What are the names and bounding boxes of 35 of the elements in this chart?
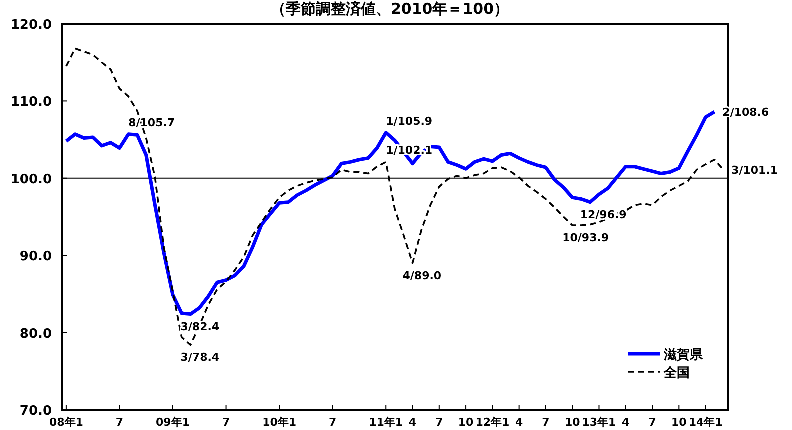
y-tick-label: 80.0 (20, 326, 52, 342)
x-tick-label: 11年1 (369, 416, 404, 429)
x-tick-label: 14年1 (688, 416, 723, 429)
annotation: 1/105.9 (386, 114, 433, 128)
annotation: 10/93.9 (562, 232, 610, 244)
x-tick-label: 4 (622, 416, 630, 429)
x-tick-label: 7 (542, 416, 550, 429)
annotation: 3/101.1 (732, 164, 778, 177)
x-tick-label: 09年1 (156, 416, 190, 429)
x-tick-label: 10 (672, 416, 688, 429)
y-tick-label: 120.0 (10, 18, 52, 33)
legend-label: 滋賀県 (663, 348, 704, 363)
annotation: 3/82.4 (180, 320, 220, 334)
y-tick-label: 110.0 (10, 95, 52, 110)
annotation: 8/105.7 (128, 116, 176, 130)
x-tick-label: 10 (564, 416, 581, 429)
x-tick-label: 08年1 (49, 416, 84, 429)
x-tick-label: 7 (222, 416, 230, 429)
x-tick-label: 7 (436, 416, 444, 429)
x-tick-label: 4 (515, 416, 524, 429)
x-tick-label: 4 (408, 416, 417, 429)
annotation: 3/78.4 (180, 351, 220, 364)
y-tick-label: 70.0 (20, 404, 52, 419)
x-tick-label: 7 (648, 416, 656, 429)
x-tick-label: 10年1 (262, 416, 297, 429)
x-tick-label: 13年1 (582, 416, 616, 429)
y-tick-label: 90.0 (20, 250, 52, 265)
title: （季節調整済値、2010年＝100） (270, 0, 510, 18)
legend-label: 全国 (663, 366, 690, 381)
y-tick-label: 100.0 (10, 172, 52, 188)
x-tick-label: 7 (329, 416, 337, 429)
x-tick-label: 7 (116, 416, 124, 429)
x-tick-label: 10 (458, 416, 474, 429)
x-tick-label: 12年1 (476, 416, 510, 429)
annotation: 4/89.0 (402, 269, 442, 282)
